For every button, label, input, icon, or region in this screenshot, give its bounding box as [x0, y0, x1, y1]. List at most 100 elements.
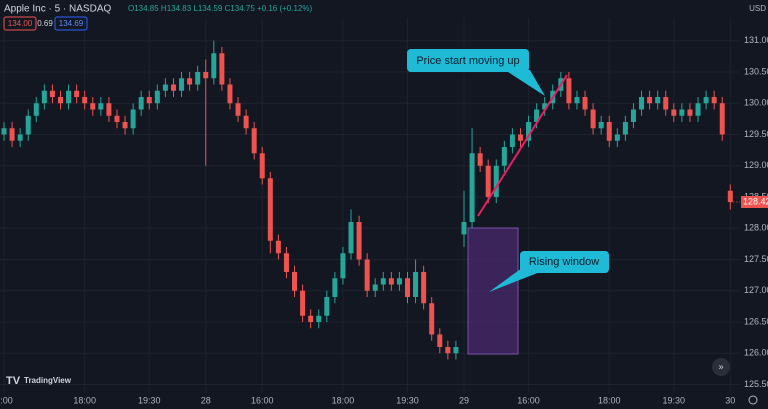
x-tick-label: 19:30	[663, 395, 686, 405]
candle-body	[340, 253, 346, 279]
spread: 0.69	[37, 19, 53, 28]
candle-body	[493, 165, 499, 197]
x-tick-label: 18:00	[332, 395, 355, 405]
candle-body	[49, 90, 55, 97]
candle-body	[146, 97, 152, 104]
symbol: Apple Inc · 5 · NASDAQ	[4, 4, 111, 15]
candle-body	[485, 165, 491, 197]
callout-text: Price start moving up	[416, 55, 519, 67]
candle-body	[396, 278, 402, 285]
candle-body	[687, 109, 693, 116]
candle-body	[421, 272, 427, 304]
candle-body	[57, 97, 63, 104]
candle-body	[356, 222, 362, 260]
candle-body	[17, 134, 23, 141]
candle-body	[590, 109, 596, 129]
y-tick-label: 128.00	[744, 223, 768, 233]
candle-body	[308, 315, 314, 322]
candle-body	[162, 84, 168, 91]
sell-button[interactable]	[3, 16, 37, 31]
candle-body	[445, 347, 451, 354]
candle-body	[138, 97, 144, 110]
candle-body	[33, 103, 39, 116]
candle-body	[655, 97, 661, 104]
candle-body	[639, 97, 645, 110]
callout-price: Price start moving up	[407, 49, 545, 96]
scroll-button[interactable]	[712, 358, 730, 376]
candle-body	[437, 334, 443, 347]
y-tick-label: 131.00	[744, 35, 768, 45]
x-tick-label: 16:00	[251, 395, 274, 405]
candle-body	[130, 109, 136, 129]
candle-body	[461, 222, 467, 235]
y-tick-label: 127.50	[744, 254, 768, 264]
candle-body	[526, 122, 532, 141]
candle-body	[671, 109, 677, 116]
x-tick-label: 6:00	[0, 395, 13, 405]
candle-body	[1, 128, 7, 135]
callout-window: Rising window	[489, 251, 609, 292]
candle-body	[316, 315, 322, 322]
candle-body	[187, 78, 193, 85]
candle-body	[9, 128, 15, 141]
candle-body	[235, 103, 241, 116]
candle-body	[630, 109, 636, 122]
candle-body	[509, 134, 515, 147]
candle-body	[679, 109, 685, 116]
x-tick-label: 18:00	[598, 395, 621, 405]
candle-body	[170, 84, 176, 91]
grid	[0, 18, 740, 393]
buy-button[interactable]	[54, 16, 88, 31]
candle-body	[614, 134, 620, 141]
candle-body	[211, 53, 217, 79]
candle-body	[727, 190, 733, 202]
candle-body	[179, 78, 185, 91]
candle-body	[622, 122, 628, 135]
candle-body	[195, 72, 201, 85]
candle-body	[74, 90, 80, 97]
scroll-icon: »	[718, 361, 723, 371]
candle-body	[25, 115, 31, 135]
candle-body	[41, 90, 47, 104]
x-tick-label: 28	[201, 395, 211, 405]
callout-box	[407, 49, 529, 72]
y-tick-label: 129.50	[744, 129, 768, 139]
last-price-label: 128.42	[743, 196, 768, 206]
candle-body	[606, 122, 612, 141]
candle-body	[122, 122, 128, 129]
candle-body	[251, 128, 257, 154]
candle-body	[243, 115, 249, 129]
candle-body	[574, 97, 580, 104]
candle-body	[267, 178, 273, 241]
candle-body	[154, 90, 160, 104]
candle-body	[598, 122, 604, 129]
sell-price: 134.00	[8, 19, 33, 28]
candle-body	[219, 53, 225, 85]
candle-body	[300, 290, 306, 316]
candle-body	[66, 90, 72, 104]
axes: 125.50 126.00 126.50 127.00 127.50 128.00 128.…	[0, 35, 768, 405]
settings-icon[interactable]	[748, 395, 758, 405]
x-tick-label: 18:00	[73, 395, 96, 405]
candle-body	[203, 72, 209, 79]
candle-body	[477, 153, 483, 166]
y-tick-label: 130.00	[744, 98, 768, 108]
candle-body	[582, 97, 588, 110]
candle-body	[703, 97, 709, 104]
candle-body	[469, 153, 475, 222]
y-tick-label: 129.00	[744, 160, 768, 170]
candle-body	[283, 253, 289, 272]
candle-body	[534, 109, 540, 122]
buy-price: 134.69	[59, 19, 84, 28]
x-tick-label: 19:30	[396, 395, 419, 405]
candle-body	[106, 103, 112, 116]
candle-body	[364, 259, 370, 291]
candle-body	[542, 103, 548, 110]
candle-body	[82, 97, 88, 104]
ohlc-readout: O134.85 H134.83 L134.59 C134.75 +0.16 (+…	[128, 4, 312, 13]
candle-body	[517, 134, 523, 141]
x-tick-label: 16:00	[517, 395, 540, 405]
y-tick-label: 126.00	[744, 348, 768, 358]
candle-body	[372, 284, 378, 291]
